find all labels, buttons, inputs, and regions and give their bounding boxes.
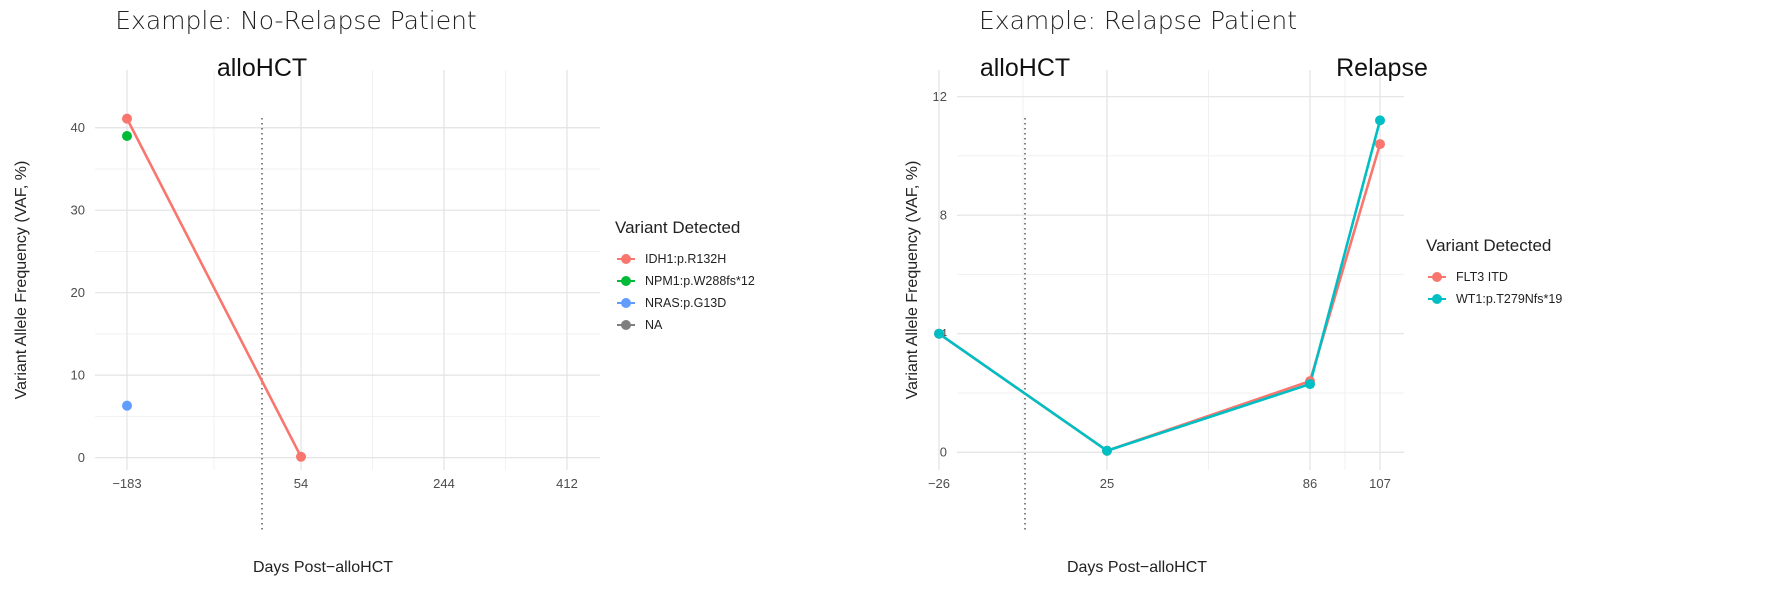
- y-tick-label: 0: [78, 450, 85, 465]
- y-tick-label: 8: [940, 208, 947, 223]
- data-point: [1375, 115, 1385, 126]
- x-tick-label: 244: [433, 476, 455, 491]
- legend-key-dot: [1432, 294, 1442, 304]
- y-axis-label: Variant Allele Frequency (VAF, %): [904, 161, 921, 400]
- legend-key-dot: [621, 298, 631, 308]
- legend-key: [1426, 288, 1448, 310]
- chart-title: Example: Relapse Patient: [979, 6, 1297, 35]
- legend-title: Variant Detected: [1426, 236, 1552, 255]
- legend-key: [615, 314, 637, 336]
- series-line: [938, 120, 1382, 453]
- x-tick-label: 107: [1369, 476, 1391, 491]
- x-tick-label: 54: [294, 476, 308, 491]
- y-tick-label: 0: [940, 445, 947, 460]
- y-tick-label: 12: [933, 89, 947, 104]
- data-point: [122, 130, 132, 141]
- legend-key-dot: [621, 254, 631, 264]
- legend-label: FLT3 ITD: [1456, 270, 1508, 284]
- legend-key: [615, 270, 637, 292]
- legend-item: NPM1:p.W288fs*12: [615, 270, 755, 292]
- legend-key: [615, 292, 637, 314]
- data-point: [122, 113, 132, 124]
- legend-key-dot: [621, 276, 631, 286]
- data-point: [122, 400, 132, 411]
- legend-item: WT1:p.T279Nfs*19: [1426, 288, 1562, 310]
- relapse-label: Relapse: [1336, 54, 1428, 82]
- series-line: [938, 143, 1382, 453]
- x-tick-label: 412: [556, 476, 578, 491]
- allohct-label: alloHCT: [217, 54, 307, 82]
- series-line: [125, 118, 303, 458]
- chart-panel-relapse: Example: Relapse Patient 04812−262586107…: [891, 0, 1782, 593]
- legend-key-dot: [1432, 272, 1442, 282]
- x-tick-label: 86: [1303, 476, 1317, 491]
- x-axis-label: Days Post−alloHCT: [1067, 559, 1207, 576]
- data-point: [934, 328, 944, 339]
- x-tick-label: −183: [112, 476, 141, 491]
- data-point: [296, 451, 306, 462]
- y-tick-label: 40: [71, 120, 85, 135]
- legend-label: NPM1:p.W288fs*12: [645, 274, 755, 288]
- x-tick-label: 25: [1100, 476, 1114, 491]
- x-tick-label: −26: [928, 476, 950, 491]
- x-axis-label: Days Post−alloHCT: [253, 559, 393, 576]
- legend-item: FLT3 ITD: [1426, 266, 1562, 288]
- y-tick-label: 20: [71, 285, 85, 300]
- legend: Variant Detected IDH1:p.R132H NPM1:p.W288…: [615, 218, 755, 336]
- legend-label: IDH1:p.R132H: [645, 252, 727, 266]
- legend-title: Variant Detected: [615, 218, 741, 237]
- y-axis-label: Variant Allele Frequency (VAF, %): [13, 161, 30, 400]
- chart-panel-no-relapse: Example: No-Relapse Patient 0 10 20 30 40 −18…: [13, 6, 755, 576]
- legend-item: NRAS:p.G13D: [615, 292, 755, 314]
- allohct-label: alloHCT: [980, 54, 1070, 82]
- data-point: [1375, 139, 1385, 150]
- y-tick-label: 10: [71, 368, 85, 383]
- legend-key-dot: [621, 320, 631, 330]
- legend-label: NA: [645, 318, 663, 332]
- legend-item: IDH1:p.R132H: [615, 248, 755, 270]
- y-tick-label: 30: [71, 203, 85, 218]
- legend-key: [1426, 266, 1448, 288]
- data-point: [1102, 445, 1112, 456]
- data-point: [1305, 379, 1315, 390]
- legend-label: WT1:p.T279Nfs*19: [1456, 292, 1563, 306]
- legend: Variant Detected FLT3 ITD WT1:p.T279Nfs*1…: [1426, 236, 1562, 310]
- chart-plot-no-relapse: 0 10 20 30 40 −183 54 244 412 alloHCT Days Post−al…: [13, 54, 600, 576]
- chart-title: Example: No-Relapse Patient: [115, 6, 477, 35]
- legend-key: [615, 248, 637, 270]
- legend-label: NRAS:p.G13D: [645, 296, 727, 310]
- legend-item: NA: [615, 314, 755, 336]
